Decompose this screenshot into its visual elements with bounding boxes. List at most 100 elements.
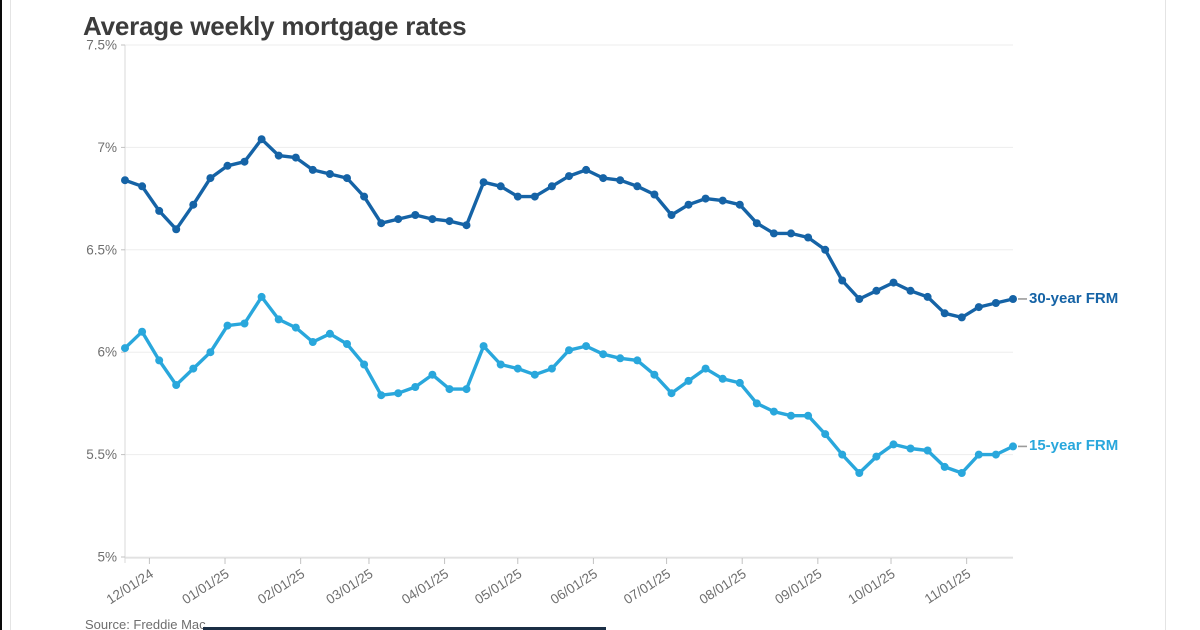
series-label-30-year-frm: 30-year FRM <box>1029 289 1119 307</box>
data-point <box>906 286 915 295</box>
data-point <box>547 182 556 191</box>
data-point <box>206 174 215 183</box>
data-point <box>360 360 369 369</box>
y-tick-label: 6% <box>97 345 117 360</box>
data-point <box>821 430 830 439</box>
data-point <box>718 196 727 205</box>
data-point <box>121 176 129 185</box>
data-point <box>684 200 693 209</box>
data-point <box>718 374 727 383</box>
data-point <box>906 444 915 453</box>
data-point <box>274 151 283 160</box>
data-point <box>377 391 386 400</box>
data-point <box>599 174 608 183</box>
data-point <box>138 327 147 336</box>
data-point <box>360 192 369 201</box>
data-point <box>377 219 386 228</box>
data-point <box>940 462 949 471</box>
data-point <box>513 364 522 373</box>
data-point <box>889 278 898 287</box>
data-point <box>599 350 608 359</box>
data-point <box>940 309 949 318</box>
y-tick-label: 5.5% <box>86 447 117 462</box>
data-point <box>787 229 795 238</box>
data-point <box>855 469 864 477</box>
x-tick-label: 05/01/25 <box>472 566 524 607</box>
data-point <box>565 346 573 355</box>
x-tick-label: 01/01/25 <box>179 566 231 607</box>
data-point <box>223 321 232 330</box>
data-point <box>855 295 864 303</box>
data-point <box>838 450 847 459</box>
data-point <box>325 329 334 338</box>
data-point <box>257 135 266 144</box>
data-point <box>308 165 317 174</box>
data-point <box>394 389 403 398</box>
data-point <box>957 313 966 322</box>
data-point <box>633 356 642 365</box>
data-point <box>667 211 676 219</box>
data-point <box>787 411 795 420</box>
x-tick-label: 11/01/25 <box>922 566 973 607</box>
data-point <box>650 190 659 199</box>
data-point <box>479 342 488 351</box>
data-point <box>616 354 625 363</box>
data-point <box>138 182 147 191</box>
data-point <box>496 360 505 369</box>
x-tick-label: 03/01/25 <box>323 566 375 607</box>
card-left-border <box>10 0 11 630</box>
data-point <box>838 276 847 285</box>
cropped-footer-bar <box>203 627 606 630</box>
data-point <box>735 378 744 387</box>
chart-title: Average weekly mortgage rates <box>83 11 467 42</box>
data-point <box>684 376 693 385</box>
data-point <box>821 245 830 254</box>
data-point <box>343 174 351 183</box>
source-attribution: Source: Freddie Mac <box>85 617 206 630</box>
data-point <box>172 381 181 389</box>
data-point <box>974 303 983 312</box>
data-point <box>565 172 573 181</box>
data-point <box>991 299 1000 307</box>
data-point <box>291 153 300 162</box>
data-point <box>769 407 778 416</box>
y-tick-label: 7% <box>97 140 117 155</box>
data-point <box>479 178 488 187</box>
data-point <box>462 385 471 394</box>
data-point <box>325 170 334 178</box>
data-point <box>616 176 625 185</box>
data-point <box>291 323 300 332</box>
y-tick-label: 7.5% <box>86 38 117 53</box>
x-tick-label: 06/01/25 <box>548 566 600 607</box>
data-point <box>701 194 710 203</box>
data-point <box>428 370 437 379</box>
card-right-border <box>1165 0 1166 630</box>
data-point <box>513 192 522 201</box>
data-point <box>752 399 761 408</box>
series-label-15-year-frm: 15-year FRM <box>1029 437 1119 455</box>
data-point <box>189 364 198 373</box>
data-point <box>804 411 813 420</box>
data-point <box>974 450 983 459</box>
data-point <box>889 440 898 449</box>
data-point <box>394 215 403 224</box>
data-point <box>547 364 556 373</box>
data-point <box>155 206 164 215</box>
data-point <box>121 344 129 353</box>
data-point <box>530 192 539 201</box>
data-point <box>872 452 881 461</box>
data-point <box>582 342 591 351</box>
x-tick-label: 04/01/25 <box>399 566 451 607</box>
data-point <box>496 182 505 191</box>
x-tick-label: 10/01/25 <box>845 566 897 607</box>
data-point <box>752 219 761 228</box>
x-tick-label: 08/01/25 <box>697 566 749 607</box>
data-point <box>343 340 351 348</box>
data-point <box>257 292 266 301</box>
data-point <box>411 211 420 219</box>
data-point <box>735 200 744 209</box>
data-point <box>701 364 710 373</box>
data-point <box>223 161 232 170</box>
